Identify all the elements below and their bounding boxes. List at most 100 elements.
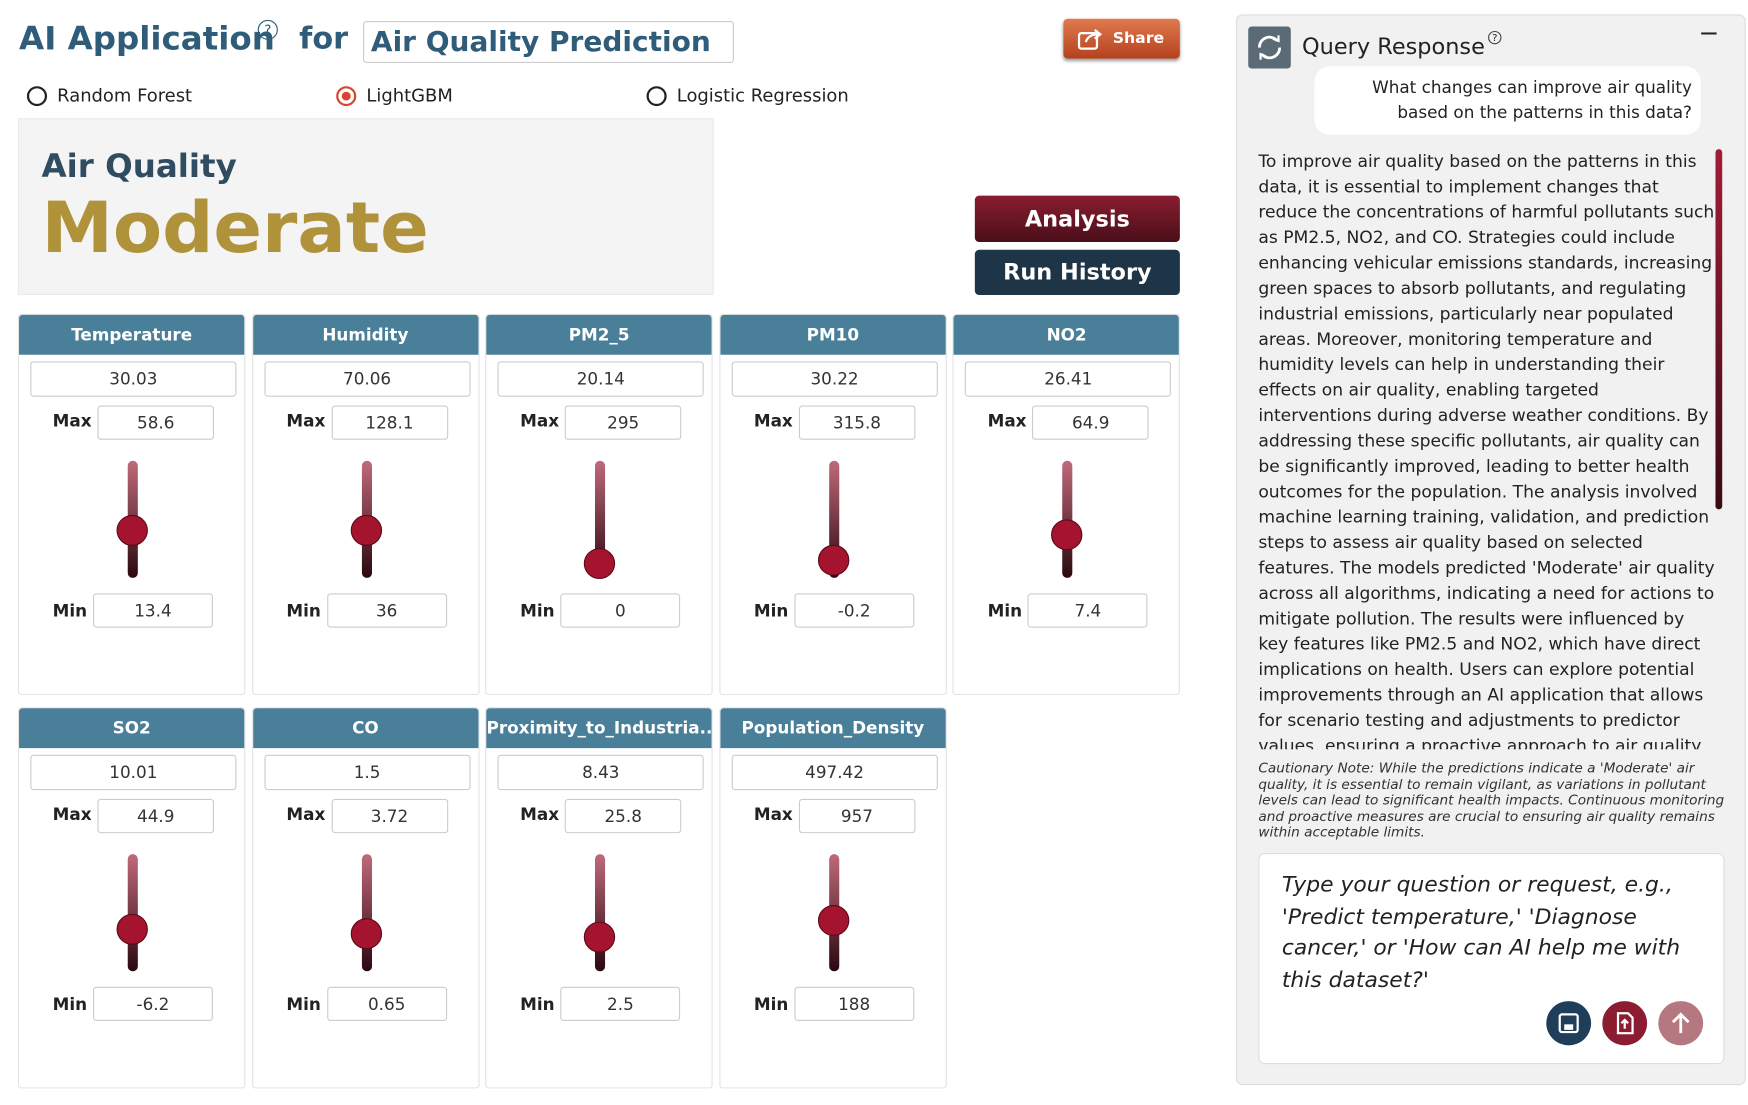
answer-text: To improve air quality based on the patt… [1258, 151, 1715, 750]
value-input[interactable]: 1.5 [263, 754, 471, 791]
feature-card: Proximity_to_Industria... 8.43 Max 25.8 Min 2… [485, 707, 713, 1089]
min-label: Min [286, 601, 321, 622]
max-input[interactable]: 128.1 [331, 405, 448, 440]
feature-card: Temperature 30.03 Max 58.6 Min 13.4 [17, 313, 246, 696]
slider-knob[interactable] [1051, 519, 1083, 551]
minimize[interactable]: − [1698, 19, 1720, 48]
max-input[interactable]: 58.6 [97, 405, 215, 440]
slider-knob[interactable] [583, 548, 616, 580]
radio[interactable] [646, 86, 667, 107]
app-title: AI Application [19, 19, 275, 58]
value-input[interactable]: 26.41 [965, 361, 1172, 397]
feature-card: NO2 26.41 Max 64.9 Min 7.4 [952, 313, 1181, 696]
slider-knob[interactable] [350, 514, 382, 546]
analysis-button[interactable]: Analysis [974, 195, 1180, 242]
slider-track[interactable] [595, 854, 606, 972]
max-label: Max [753, 411, 793, 431]
min-label: Min [753, 994, 789, 1015]
value-input[interactable]: 8.43 [497, 754, 704, 791]
max-label: Max [520, 411, 560, 431]
share-button[interactable]: Share [1063, 18, 1180, 59]
feature-card: PM10 30.22 Max 315.8 Min -0.2 [719, 313, 947, 696]
help-icon[interactable]: ? [257, 19, 278, 40]
slider-knob[interactable] [817, 545, 850, 577]
max-input[interactable]: 295 [564, 405, 682, 440]
radio-label: LightGBM [366, 85, 453, 107]
max-input[interactable]: 315.8 [798, 405, 916, 440]
feature-name: NO2 [953, 314, 1180, 355]
refresh-icon[interactable] [1248, 26, 1291, 69]
feature-name: PM10 [720, 314, 946, 355]
slider-knob[interactable] [817, 904, 850, 936]
min-input[interactable]: 0.65 [326, 986, 447, 1022]
slider-knob[interactable] [350, 918, 382, 950]
max-input[interactable]: 64.9 [1032, 405, 1149, 440]
max-label: Max [987, 411, 1027, 431]
run-history-button[interactable]: Run History [974, 249, 1180, 296]
app-name-input[interactable]: Air Quality Prediction [363, 20, 734, 63]
min-input[interactable]: -0.2 [794, 593, 915, 628]
send-button[interactable] [1658, 1001, 1704, 1046]
slider-track[interactable] [595, 460, 606, 578]
feature-name: SO2 [19, 708, 245, 749]
slider-track[interactable] [127, 854, 138, 972]
save-button[interactable] [1546, 1001, 1592, 1046]
slider-track[interactable] [828, 460, 840, 578]
max-label: Max [52, 804, 92, 825]
value-input[interactable]: 20.14 [497, 361, 704, 397]
radio[interactable] [336, 86, 357, 107]
feature-card: CO 1.5 Max 3.72 Min 0.65 [251, 707, 480, 1089]
feature-card: Humidity 70.06 Max 128.1 Min 36 [251, 313, 480, 696]
min-input[interactable]: 7.4 [1027, 593, 1148, 628]
min-input[interactable]: 0 [560, 593, 681, 628]
slider-track[interactable] [361, 854, 372, 972]
min-label: Min [52, 994, 88, 1015]
value-input[interactable]: 10.01 [30, 754, 237, 791]
radio-label: Logistic Regression [676, 85, 849, 107]
radio-label: Random Forest [57, 85, 193, 107]
value-input[interactable]: 497.42 [731, 754, 938, 791]
min-input[interactable]: 188 [794, 986, 915, 1022]
max-input[interactable]: 44.9 [97, 798, 215, 834]
slider-knob[interactable] [116, 515, 148, 547]
help-icon[interactable]: ? [1488, 30, 1502, 45]
feature-name: Proximity_to_Industria... [486, 708, 712, 749]
min-input[interactable]: -6.2 [93, 986, 213, 1022]
feature-card: Population_Density 497.42 Max 957 Min 188 [719, 707, 947, 1089]
min-label: Min [286, 994, 321, 1015]
feature-card: SO2 10.01 Max 44.9 Min -6.2 [17, 707, 246, 1089]
radio[interactable] [26, 86, 48, 107]
placeholder: Type your question or request, e.g., 'Pr… [1281, 871, 1681, 993]
max-input[interactable]: 957 [798, 798, 916, 834]
slider-knob[interactable] [583, 921, 616, 953]
scrollbar[interactable] [1715, 149, 1723, 510]
min-label: Min [987, 601, 1023, 622]
question-bubble: What changes can improve air quality bas… [1314, 66, 1701, 135]
feature-name: Temperature [19, 314, 245, 355]
radio-dot [341, 91, 351, 101]
max-label: Max [753, 804, 793, 825]
upload-button[interactable] [1602, 1001, 1648, 1046]
slider-knob[interactable] [116, 914, 148, 946]
min-label: Min [753, 601, 789, 622]
query-panel: Query Response ? − What changes can impr… [1235, 14, 1746, 1086]
feature-name: Humidity [252, 314, 478, 355]
min-input[interactable]: 13.4 [93, 593, 213, 628]
min-input[interactable]: 36 [326, 593, 447, 628]
query-input[interactable]: Type your question or request, e.g., 'Pr… [1258, 853, 1725, 1065]
max-input[interactable]: 25.8 [564, 798, 682, 834]
prediction: Moderate [41, 187, 429, 270]
value-input[interactable]: 30.22 [731, 361, 938, 397]
feature-name: Population_Density [720, 708, 946, 749]
value-input[interactable]: 70.06 [263, 361, 471, 397]
max-label: Max [52, 411, 92, 431]
min-input[interactable]: 2.5 [560, 986, 681, 1022]
max-input[interactable]: 3.72 [331, 798, 448, 834]
feature-name: PM2_5 [486, 314, 712, 355]
share-label: Share [1112, 29, 1165, 48]
result-label: Air Quality [41, 146, 237, 185]
min-label: Min [520, 601, 555, 622]
result-card: Air Quality Moderate [17, 118, 714, 296]
value-input[interactable]: 30.03 [30, 361, 237, 397]
